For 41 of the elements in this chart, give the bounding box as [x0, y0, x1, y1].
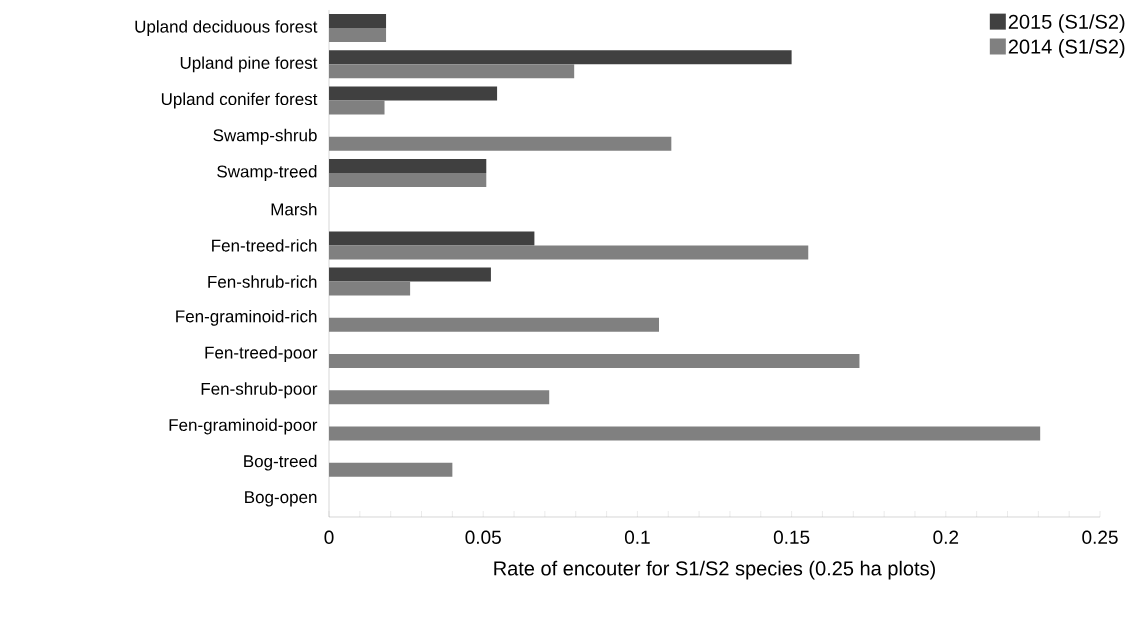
bar	[329, 281, 411, 296]
x-axis-title: Rate of encouter for S1/S2 species (0.25 ha plots)	[494, 560, 935, 580]
y-tick-label: Bog-open	[245, 491, 317, 507]
y-tick-label: Swamp-shrub	[213, 128, 317, 145]
y-tick-label: Upland conifer forest	[161, 92, 318, 109]
bar	[329, 64, 575, 79]
bar	[329, 14, 387, 29]
bar	[329, 426, 1041, 441]
y-tick-label: Fen-graminoid-poor	[169, 418, 318, 435]
y-tick-label: Upland pine forest	[180, 56, 318, 73]
y-tick-label: Upland deciduous forest	[135, 20, 318, 37]
bar	[329, 245, 809, 260]
y-tick-label: Bog-treed	[244, 454, 317, 471]
y-tick-label: Fen-shrub-rich	[208, 275, 317, 288]
y-tick-label: Fen-shrub-poor	[201, 382, 318, 399]
x-tick-label: 0.2	[933, 530, 959, 544]
bar	[329, 390, 550, 405]
y-tick-label: Fen-treed-rich	[212, 239, 317, 252]
y-tick-label: Fen-treed-poor	[205, 346, 318, 362]
bar	[329, 354, 860, 369]
y-tick-label: Marsh	[271, 202, 317, 216]
x-tick-label: 0.1	[624, 530, 650, 544]
y-tick-label: Swamp-treed	[217, 165, 317, 181]
x-tick-label: 0.25	[1082, 530, 1118, 544]
bar	[329, 50, 792, 65]
bar	[329, 172, 487, 187]
bar	[329, 100, 385, 115]
bar	[329, 231, 535, 246]
legend-label: 2015 (S1/S2)	[1008, 14, 1125, 33]
y-tick-label: Fen-graminoid-rich	[176, 309, 317, 326]
bar	[329, 317, 659, 332]
bar	[329, 462, 453, 477]
bar	[329, 267, 491, 282]
x-tick-label: 0.15	[773, 530, 810, 544]
legend-label: 2014 (S1/S2)	[1008, 39, 1125, 58]
bar	[329, 28, 387, 43]
bar	[329, 86, 498, 101]
bar	[329, 136, 672, 151]
bar	[329, 158, 487, 173]
x-tick-label: 0.05	[465, 530, 501, 544]
x-tick-label: 0	[324, 530, 334, 544]
